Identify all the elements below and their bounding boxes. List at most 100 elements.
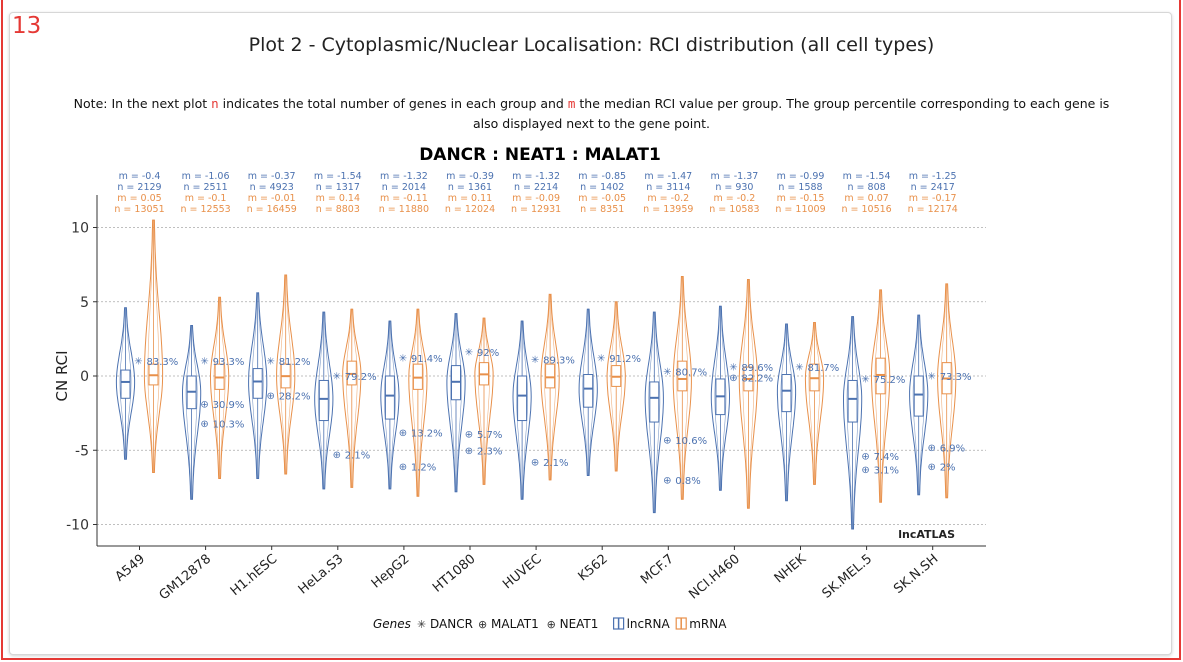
legend-gene-symbol: ⊕ [478, 618, 487, 631]
lncrna-count-label: n = 4923 [250, 182, 294, 193]
marker-number: 13 [12, 13, 42, 39]
dancr-percentile-label: 91.2% [609, 354, 641, 365]
malat1-percentile-label: 2.1% [543, 458, 568, 469]
dancr-percentile-label: 73.3% [940, 372, 972, 383]
dancr-point: ✳ [399, 354, 407, 365]
lncrna-median-label: m = -1.32 [380, 171, 428, 182]
mrna-count-label: n = 12174 [908, 204, 958, 215]
neat1-point: ⊕ [928, 443, 936, 454]
x-tick-label: HeLa.S3 [296, 552, 347, 598]
lncrna-violin-inner [384, 320, 396, 490]
mrna-median-label: m = -0.05 [578, 193, 626, 204]
dancr-percentile-label: 79.2% [345, 372, 377, 383]
lncrna-median-label: m = -1.54 [843, 171, 891, 182]
mrna-median-label: m = 0.05 [117, 193, 161, 204]
dancr-point: ✳ [134, 357, 142, 368]
neat1-percentile-label: 6.9% [940, 443, 965, 454]
note-n-symbol: n [211, 96, 219, 111]
lncrna-median-label: m = -0.37 [248, 171, 296, 182]
lncrna-count-label: n = 2417 [911, 182, 955, 193]
dancr-point: ✳ [729, 363, 737, 374]
mrna-violin-inner [676, 276, 689, 500]
mrna-count-label: n = 12931 [511, 204, 561, 215]
lncrna-box [649, 381, 660, 423]
lncrna-violin-inner [846, 316, 859, 530]
malat1-percentile-label: 3.1% [874, 466, 899, 477]
neat1-point: ⊕ [399, 428, 407, 439]
mrna-box [545, 363, 556, 389]
x-tick-label: NHEK [772, 551, 810, 586]
plot-note: Note: In the next plot n indicates the t… [60, 94, 1123, 134]
lncrna-box [913, 375, 924, 417]
lncrna-box [318, 379, 329, 422]
neat1-percentile-label: 13.2% [411, 428, 443, 439]
lncrna-median-label: m = -0.99 [777, 171, 825, 182]
y-tick-label: -10 [66, 518, 89, 534]
dancr-point: ✳ [333, 372, 341, 383]
lncrna-violin-inner [185, 325, 198, 500]
malat1-point: ⊕ [267, 391, 275, 402]
mrna-median-label: m = -0.17 [909, 193, 957, 204]
neat1-point: ⊕ [465, 429, 473, 440]
mrna-count-label: n = 8351 [580, 204, 624, 215]
mrna-count-label: n = 12553 [180, 204, 230, 215]
legend-gene-symbol: ⊕ [547, 618, 556, 631]
x-tick-label: SK.MEL.5 [820, 552, 876, 602]
y-tick-label: -5 [75, 443, 89, 459]
lncrna-count-label: n = 1588 [778, 182, 822, 193]
legend-gene-label: NEAT1 [560, 617, 599, 631]
legend-gene-label: MALAT1 [491, 617, 539, 631]
x-tick-label: K562 [576, 552, 611, 585]
mrna-median-label: m = -0.01 [248, 193, 296, 204]
mrna-median-label: m = 0.11 [448, 193, 492, 204]
legend-gene-label: DANCR [430, 617, 473, 631]
note-text-1: Note: In the next plot [73, 96, 212, 111]
y-axis-label: CN RCI [53, 350, 71, 401]
x-tick-label: HUVEC [500, 552, 544, 593]
lncrna-box [583, 374, 594, 408]
legend-title: Genes [373, 617, 411, 631]
dancr-percentile-label: 93.3% [213, 357, 245, 368]
x-tick-label: A549 [113, 552, 148, 585]
mrna-median-label: m = -0.09 [512, 193, 560, 204]
x-tick-label: HepG2 [369, 552, 413, 592]
x-tick-label: SK.N.SH [891, 552, 941, 597]
legend-gene-symbol: ✳ [417, 618, 426, 631]
mrna-count-label: n = 16459 [247, 204, 297, 215]
mrna-count-label: n = 12024 [445, 204, 495, 215]
malat1-point: ⊕ [465, 446, 473, 457]
malat1-percentile-label: 28.2% [279, 391, 311, 402]
dancr-point: ✳ [663, 367, 671, 378]
malat1-point: ⊕ [861, 465, 869, 476]
dancr-point: ✳ [531, 355, 539, 366]
lncrna-count-label: n = 1402 [580, 182, 624, 193]
dancr-point: ✳ [861, 374, 869, 385]
neat1-point: ⊕ [663, 435, 671, 446]
x-tick-label: NCI.H460 [686, 552, 743, 603]
dancr-percentile-label: 81.2% [279, 357, 311, 368]
dancr-point: ✳ [795, 363, 803, 374]
mrna-median-label: m = -0.2 [647, 193, 689, 204]
malat1-point: ⊕ [928, 462, 936, 473]
mrna-violin-inner [345, 308, 358, 488]
y-tick-label: 5 [80, 295, 89, 311]
lncrna-median-label: m = -0.4 [119, 171, 161, 182]
dancr-percentile-label: 75.2% [874, 375, 906, 386]
x-tick-label: HT1080 [430, 552, 479, 596]
lncrna-median-label: m = -1.25 [909, 171, 957, 182]
lncrna-count-label: n = 3114 [646, 182, 690, 193]
mrna-median-label: m = -0.2 [714, 193, 756, 204]
dancr-percentile-label: 80.7% [675, 368, 707, 379]
mrna-count-label: n = 13959 [643, 204, 693, 215]
lncrna-box [120, 369, 131, 399]
watermark-label: lncATLAS [898, 528, 955, 541]
